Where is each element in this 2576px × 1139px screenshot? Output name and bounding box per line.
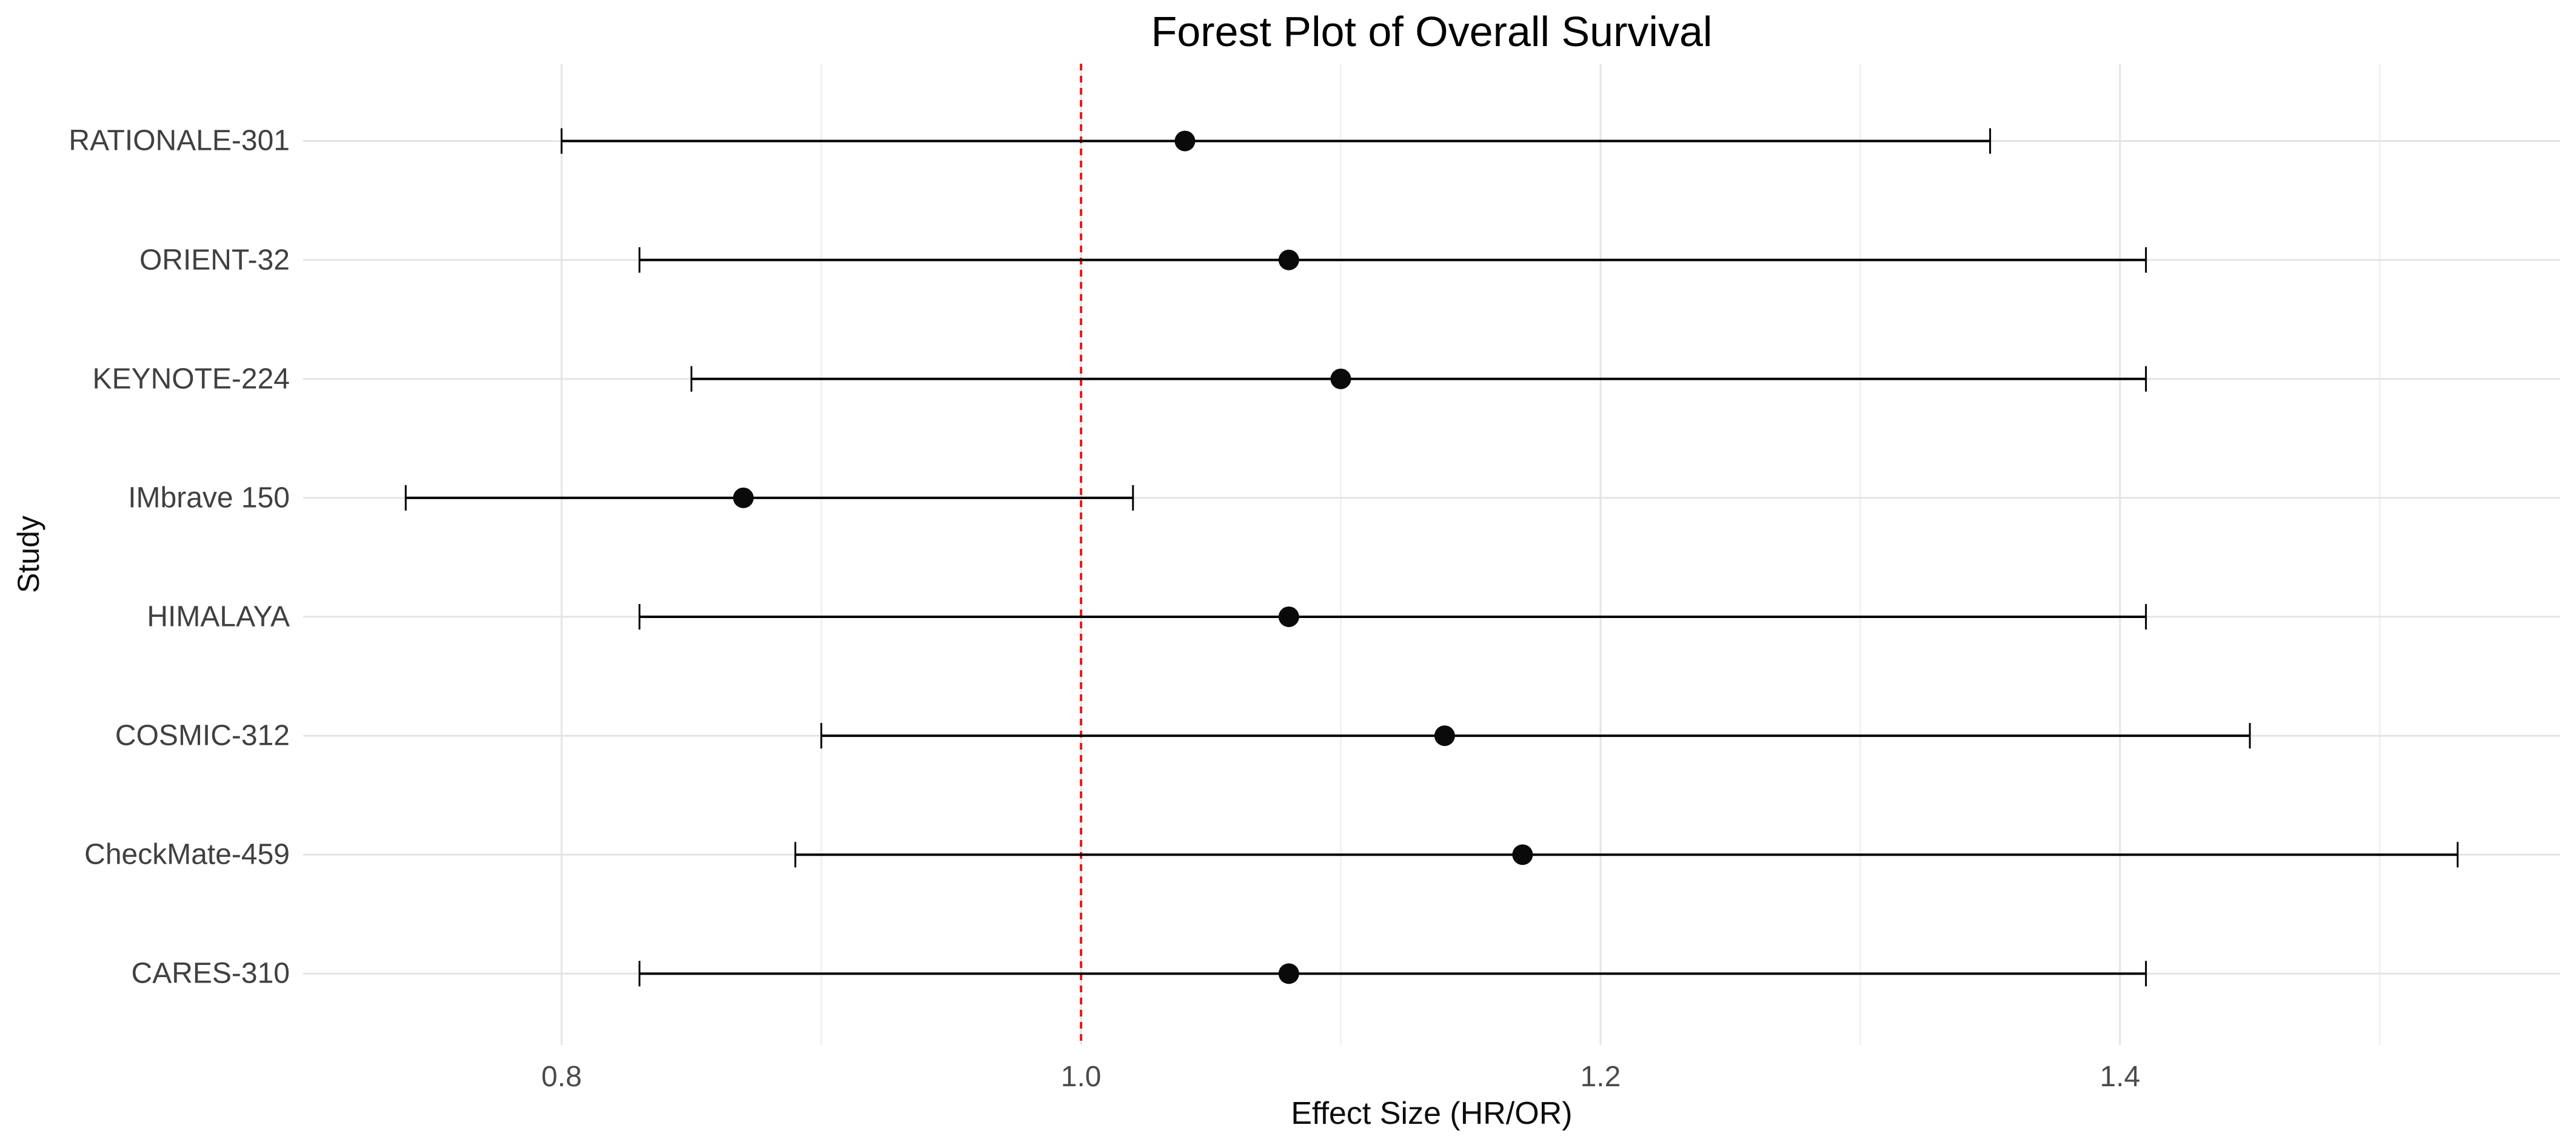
point-estimate bbox=[1278, 249, 1299, 270]
point-estimate bbox=[1434, 725, 1455, 747]
x-tick-label: 1.0 bbox=[1060, 1061, 1102, 1093]
point-estimate bbox=[1512, 844, 1533, 865]
point-estimate bbox=[1330, 368, 1351, 389]
point-estimate bbox=[1174, 130, 1196, 152]
y-tick-label: IMbrave 150 bbox=[128, 482, 290, 514]
point-estimate bbox=[733, 487, 754, 508]
y-tick-label: RATIONALE-301 bbox=[69, 124, 290, 157]
y-tick-label: CheckMate-459 bbox=[84, 838, 290, 871]
y-tick-label: KEYNOTE-224 bbox=[92, 363, 290, 395]
x-tick-label: 0.8 bbox=[541, 1061, 582, 1093]
plot-panel bbox=[303, 64, 2560, 1045]
y-tick-label: ORIENT-32 bbox=[139, 244, 290, 277]
x-axis-title: Effect Size (HR/OR) bbox=[1291, 1096, 1573, 1131]
y-tick-label: COSMIC-312 bbox=[115, 719, 290, 752]
y-axis-title: Study bbox=[12, 516, 45, 593]
y-tick-label: HIMALAYA bbox=[147, 600, 290, 633]
plot-canvas bbox=[303, 64, 2560, 1045]
y-tick-label: CARES-310 bbox=[131, 957, 290, 990]
x-tick-label: 1.4 bbox=[2099, 1061, 2141, 1093]
chart-title: Forest Plot of Overall Survival bbox=[1151, 8, 1713, 55]
point-estimate bbox=[1278, 963, 1299, 984]
point-estimate bbox=[1278, 606, 1299, 627]
x-tick-label: 1.2 bbox=[1580, 1061, 1621, 1093]
